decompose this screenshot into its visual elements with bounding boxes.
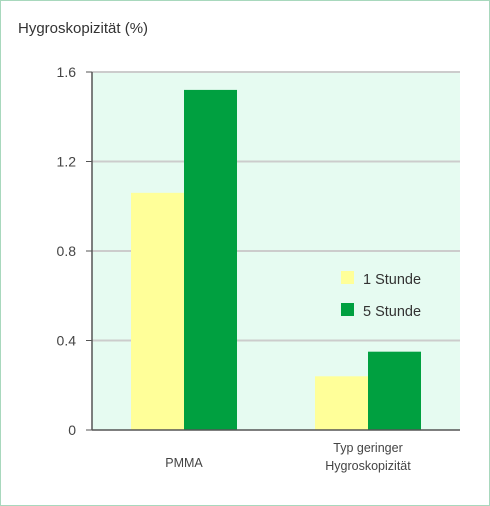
bar-2-1 [184,89,237,431]
bar-1-1 [131,192,184,430]
bar-1-2 [315,376,368,430]
y-tick-label: 1.6 [57,64,77,80]
y-tick-label: 0 [68,422,76,438]
y-axis-label: Hygroskopizität (%) [18,20,148,37]
category-label: PMMA [165,456,203,470]
y-tick-label: 1.2 [57,154,77,170]
category-labels: PMMA Typ geringer Hygroskopizität [165,441,411,473]
bars [131,89,421,431]
y-tick-labels: 0 0.4 0.8 1.2 1.6 [57,64,92,438]
category-label: Hygroskopizität [325,459,411,473]
y-tick-label: 0.4 [57,333,77,349]
legend: 1 Stunde 5 Stunde [341,271,421,320]
legend-swatch-2 [341,303,354,316]
y-tick-label: 0.8 [57,243,77,259]
legend-label-1: 1 Stunde [363,272,421,288]
category-label: Typ geringer [333,441,402,455]
bar-2-2 [368,351,421,430]
legend-label-2: 5 Stunde [363,304,421,320]
legend-swatch-1 [341,271,354,284]
